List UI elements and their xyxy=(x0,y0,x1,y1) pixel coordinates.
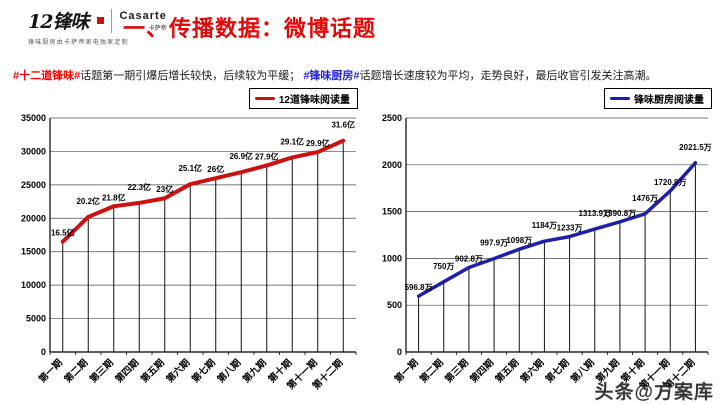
subtitle-tag-2: #锋味厨房# xyxy=(303,70,360,82)
svg-text:第八期: 第八期 xyxy=(215,357,244,386)
svg-text:第六期: 第六期 xyxy=(164,357,193,386)
svg-text:0: 0 xyxy=(397,347,402,357)
svg-text:1390.8万: 1390.8万 xyxy=(604,209,636,218)
svg-text:第一期: 第一期 xyxy=(36,357,65,386)
svg-text:第三期: 第三期 xyxy=(442,357,471,386)
svg-text:第七期: 第七期 xyxy=(189,357,218,386)
svg-text:1000: 1000 xyxy=(382,253,402,263)
svg-text:10000: 10000 xyxy=(21,280,46,290)
svg-text:第八期: 第八期 xyxy=(568,357,597,386)
svg-text:第四期: 第四期 xyxy=(468,357,497,386)
chart-left-legend-label: 12道锋味阅读量 xyxy=(278,95,350,106)
subtitle-text: #十二道锋味#话题第一期引爆后增长较快，后续较为平缓； #锋味厨房#话题增长速度… xyxy=(13,67,715,83)
red-line-swatch-icon xyxy=(254,97,275,100)
svg-text:30000: 30000 xyxy=(21,146,46,156)
svg-text:1476万: 1476万 xyxy=(632,194,658,203)
logo-tagline: 锋味厨房由卡萨帝家电独家定制 xyxy=(28,40,129,46)
casarte-chinese-label: 卡萨帝 xyxy=(148,25,167,32)
subtitle-tag-1: #十二道锋味# xyxy=(13,70,81,82)
svg-text:1233万: 1233万 xyxy=(557,224,583,233)
svg-text:1720.8万: 1720.8万 xyxy=(654,178,686,187)
svg-text:1313.9万: 1313.9万 xyxy=(579,209,611,218)
logo-12fengwei: 12锋味 xyxy=(28,11,89,33)
svg-text:20000: 20000 xyxy=(21,213,46,223)
svg-text:29.9亿: 29.9亿 xyxy=(306,138,330,148)
page-title: 一、传播数据：微博话题 xyxy=(123,16,377,41)
svg-text:22.3亿: 22.3亿 xyxy=(127,182,151,192)
svg-text:596.8万: 596.8万 xyxy=(405,283,433,292)
svg-text:500: 500 xyxy=(387,300,402,310)
svg-text:1184万: 1184万 xyxy=(532,221,557,230)
svg-text:1500: 1500 xyxy=(382,207,402,217)
svg-text:第六期: 第六期 xyxy=(518,357,547,386)
chart-left-legend: 12道锋味阅读量 xyxy=(248,88,358,109)
chart-right-legend-label: 锋味厨房阅读量 xyxy=(634,95,704,106)
blue-line-swatch-icon xyxy=(610,97,630,100)
svg-text:750万: 750万 xyxy=(433,262,454,271)
watermark: 头条@方案库 xyxy=(594,382,714,403)
svg-text:第四期: 第四期 xyxy=(113,357,142,386)
logo-row: 12锋味 Casarte 卡萨帝 xyxy=(28,7,178,34)
svg-text:第七期: 第七期 xyxy=(543,357,572,386)
casarte-wordmark: Casarte xyxy=(119,9,167,22)
svg-text:第三期: 第三期 xyxy=(87,357,116,386)
svg-text:29.1亿: 29.1亿 xyxy=(280,136,304,146)
svg-text:2021.5万: 2021.5万 xyxy=(679,143,711,152)
svg-text:第九期: 第九期 xyxy=(240,357,269,386)
chart-fengweikitchen-reading: 锋味厨房阅读量 0 500 1000 1500 2000 2500 596.8万 750万 90… xyxy=(372,88,716,402)
svg-text:2500: 2500 xyxy=(382,113,402,123)
svg-text:25000: 25000 xyxy=(21,180,46,190)
svg-text:21.8亿: 21.8亿 xyxy=(102,192,126,202)
svg-text:5000: 5000 xyxy=(26,314,46,324)
subtitle-body-2: 话题增长速度较为平均，走势良好，最后收官引发关注高潮。 xyxy=(359,70,657,82)
svg-text:16.5亿: 16.5亿 xyxy=(51,228,75,238)
svg-text:0: 0 xyxy=(41,347,46,357)
svg-text:35000: 35000 xyxy=(21,113,46,123)
svg-text:2000: 2000 xyxy=(382,160,402,170)
svg-text:27.9亿: 27.9亿 xyxy=(255,151,279,161)
svg-text:1098万: 1098万 xyxy=(506,236,532,245)
chart-right-legend: 锋味厨房阅读量 xyxy=(604,88,712,109)
svg-text:26亿: 26亿 xyxy=(207,164,224,174)
svg-text:902.8万: 902.8万 xyxy=(455,254,483,263)
svg-text:31.6亿: 31.6亿 xyxy=(331,120,355,130)
svg-text:20.2亿: 20.2亿 xyxy=(76,196,100,206)
chart-12daofengwei-reading: 12道锋味阅读量 0 5000 10000 15000 20000 25000 30000 3… xyxy=(10,88,364,402)
svg-text:第一期: 第一期 xyxy=(392,357,421,386)
svg-text:25.1亿: 25.1亿 xyxy=(178,163,202,173)
casarte-logo: Casarte 卡萨帝 xyxy=(119,10,166,32)
logo-seal-icon xyxy=(97,17,105,24)
header-logo-area: 12锋味 Casarte 卡萨帝 锋味厨房由卡萨帝家电独家定制 xyxy=(28,7,178,46)
logo-divider xyxy=(111,8,113,33)
svg-text:26.9亿: 26.9亿 xyxy=(229,151,253,161)
svg-text:第二期: 第二期 xyxy=(62,357,91,386)
svg-text:23亿: 23亿 xyxy=(156,184,173,194)
svg-text:第五期: 第五期 xyxy=(138,357,167,386)
svg-text:997.9万: 997.9万 xyxy=(480,239,508,248)
chart-left-plot: 0 5000 10000 15000 20000 25000 30000 35000 16.5亿… xyxy=(21,113,357,392)
svg-text:第二期: 第二期 xyxy=(417,357,446,386)
svg-text:15000: 15000 xyxy=(21,247,46,257)
svg-text:第五期: 第五期 xyxy=(493,357,522,386)
subtitle-body-1: 话题第一期引爆后增长较快，后续较为平缓； xyxy=(80,70,304,82)
